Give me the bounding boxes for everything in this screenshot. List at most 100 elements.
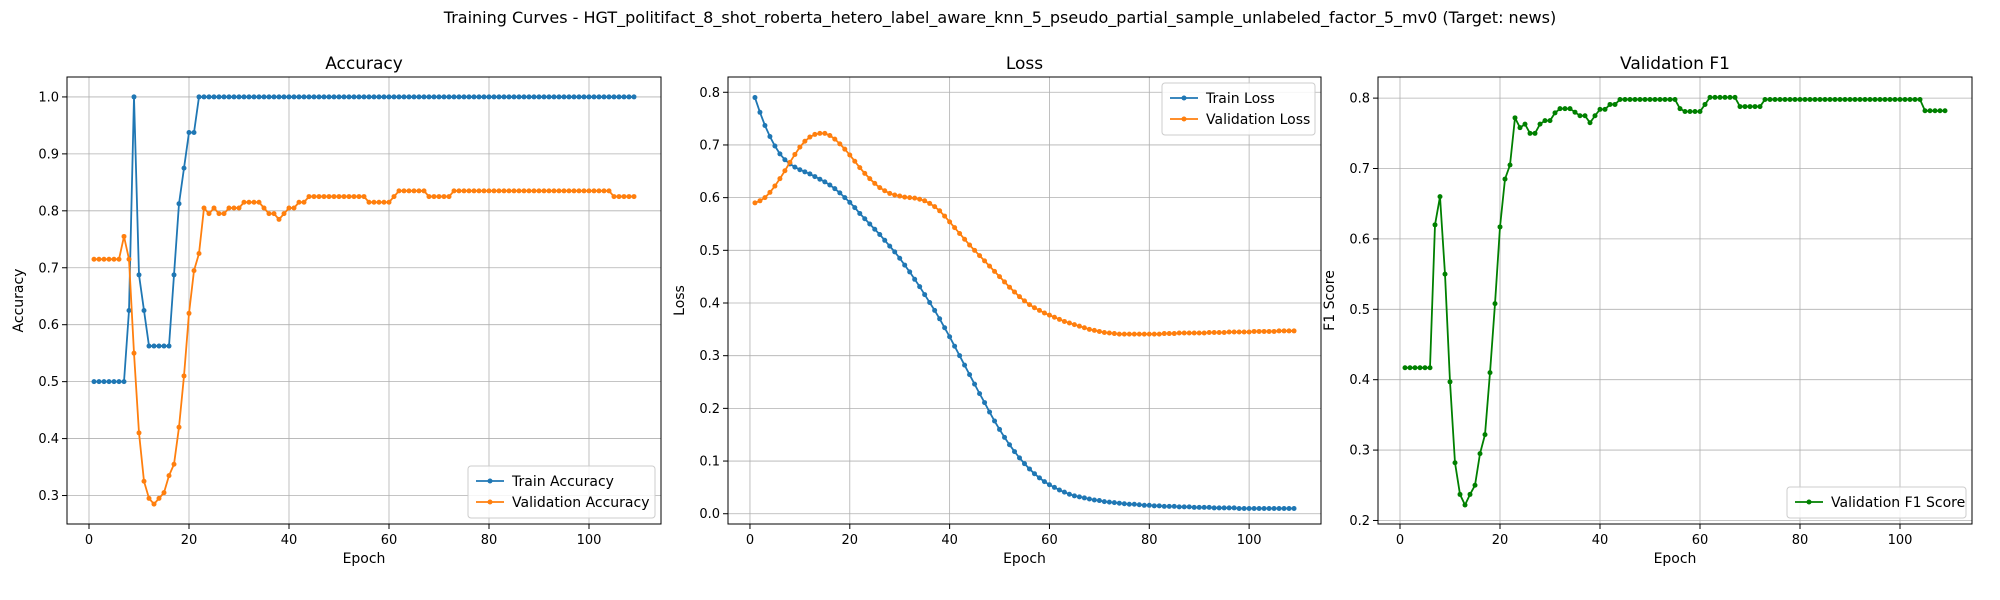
data-point: [356, 94, 362, 100]
data-point: [1221, 330, 1227, 336]
data-point: [321, 194, 327, 200]
data-point: [366, 94, 372, 100]
data-point: [421, 94, 427, 100]
data-point: [1266, 505, 1272, 511]
data-point: [291, 205, 297, 211]
subplot-accuracy: 0 20 40 60 80 100 0.3 0.4 0.5 0.6 0.7 0.8 0.9 1.0 Accu…: [11, 54, 662, 567]
data-point: [1417, 365, 1423, 371]
data-point: [792, 151, 798, 157]
data-point: [992, 268, 998, 274]
data-point: [1286, 505, 1292, 511]
x-tick-label: 0: [746, 533, 754, 548]
data-point: [346, 94, 352, 100]
data-point: [176, 424, 182, 430]
data-point: [1007, 284, 1013, 290]
data-point: [877, 185, 883, 191]
legend-box: [1161, 82, 1316, 136]
data-point: [782, 168, 788, 174]
data-point: [476, 188, 482, 194]
x-axis-label: Epoch: [343, 551, 386, 567]
data-point: [1116, 331, 1122, 337]
data-point: [261, 205, 267, 211]
data-point: [967, 372, 973, 378]
data-point: [581, 94, 587, 100]
data-point: [151, 343, 157, 349]
data-point: [1522, 121, 1528, 127]
legend-label: Validation F1 Score: [1831, 495, 1965, 511]
data-point: [361, 94, 367, 100]
data-point: [1497, 224, 1503, 230]
data-point: [1176, 330, 1182, 336]
data-point: [376, 94, 382, 100]
data-point: [1477, 451, 1483, 457]
data-point: [1181, 504, 1187, 510]
data-point: [171, 461, 177, 467]
data-point: [1412, 365, 1418, 371]
data-point: [421, 188, 427, 194]
data-point: [1026, 302, 1032, 308]
data-point: [822, 179, 828, 185]
y-tick-label: 0.4: [699, 297, 720, 312]
data-point: [476, 94, 482, 100]
data-point: [1046, 482, 1052, 488]
data-point: [366, 199, 372, 205]
data-point: [1176, 504, 1182, 510]
data-point: [1442, 271, 1448, 277]
data-point: [296, 94, 302, 100]
data-point: [431, 94, 437, 100]
data-point: [1036, 307, 1042, 313]
data-point: [1597, 106, 1603, 112]
legend-label: Validation Accuracy: [512, 495, 650, 511]
data-point: [1071, 493, 1077, 499]
data-point: [606, 94, 612, 100]
data-point: [752, 200, 758, 206]
data-point: [486, 188, 492, 194]
data-point: [586, 94, 592, 100]
data-point: [411, 94, 417, 100]
data-point: [191, 130, 197, 136]
data-point: [977, 391, 983, 397]
data-point: [296, 199, 302, 205]
data-point: [606, 188, 612, 194]
data-point: [1737, 104, 1743, 110]
data-point: [111, 379, 117, 385]
data-point: [1517, 125, 1523, 131]
data-point: [1086, 496, 1092, 502]
data-point: [1662, 97, 1668, 103]
data-point: [116, 256, 122, 262]
data-point: [116, 379, 122, 385]
y-tick-label: 0.1: [699, 455, 720, 470]
data-point: [1582, 113, 1588, 119]
data-point: [1026, 466, 1032, 472]
data-point: [897, 255, 903, 261]
data-point: [161, 343, 167, 349]
data-point: [972, 381, 978, 387]
data-point: [241, 94, 247, 100]
data-point: [121, 379, 127, 385]
data-point: [101, 256, 107, 262]
data-point: [962, 236, 968, 242]
data-point: [812, 131, 818, 137]
data-point: [531, 94, 537, 100]
data-point: [1256, 328, 1262, 334]
data-point: [1022, 461, 1027, 467]
data-point: [1061, 489, 1067, 495]
data-point: [506, 188, 512, 194]
data-point: [1131, 331, 1137, 337]
data-point: [181, 373, 187, 379]
data-point: [376, 199, 382, 205]
data-point: [787, 159, 793, 165]
data-point: [1031, 305, 1037, 311]
data-point: [206, 211, 212, 217]
data-point: [371, 199, 377, 205]
data-point: [957, 353, 963, 359]
data-point: [121, 233, 127, 239]
data-point: [486, 94, 492, 100]
data-point: [571, 188, 577, 194]
data-point: [852, 205, 858, 211]
data-point: [206, 94, 212, 100]
data-point: [1772, 97, 1778, 103]
y-tick-label: 0.5: [699, 244, 720, 259]
data-point: [837, 141, 843, 147]
data-point: [166, 473, 172, 479]
